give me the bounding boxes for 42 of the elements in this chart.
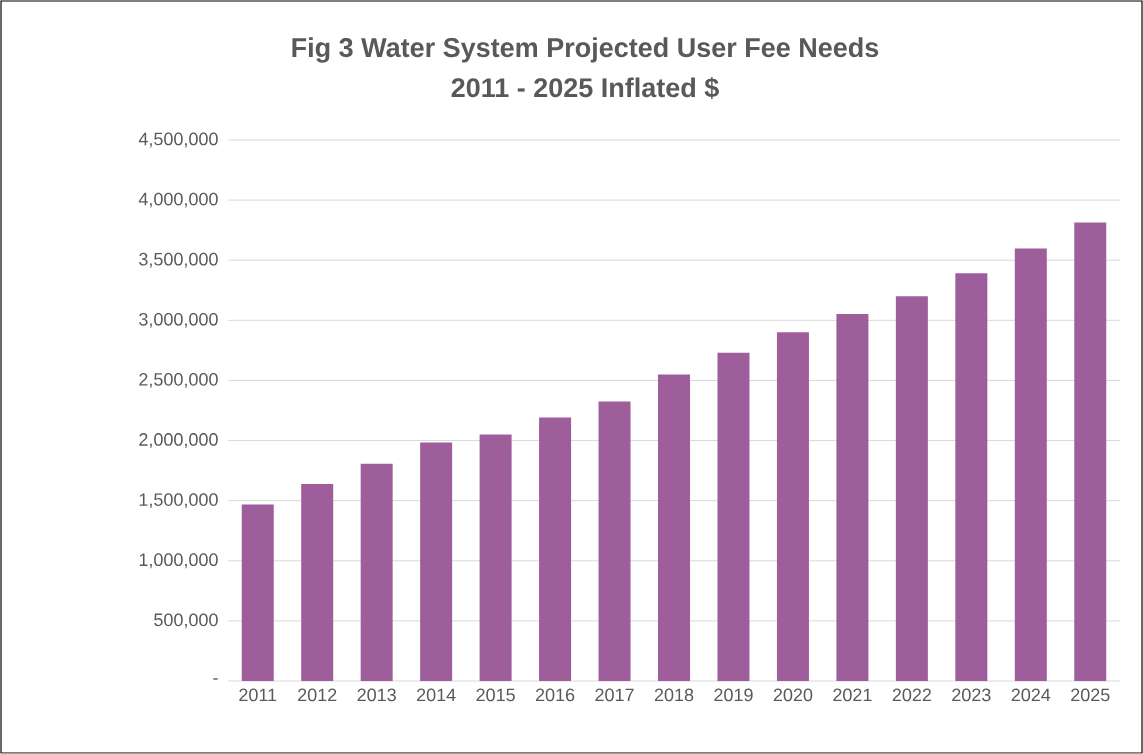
- x-tick-label: 2017: [595, 688, 634, 702]
- x-tick-label: 2021: [833, 688, 872, 702]
- y-tick-label: 2,500,000: [139, 372, 218, 388]
- y-tick-label: 3,000,000: [139, 312, 218, 328]
- bar: [420, 442, 453, 681]
- x-tick-label: 2016: [535, 688, 575, 702]
- x-tick-label: 2022: [892, 688, 931, 702]
- bar: [895, 296, 928, 681]
- bar: [301, 483, 334, 681]
- bar: [479, 434, 512, 681]
- chart-title: Fig 3 Water System Projected User Fee Needs: [292, 37, 879, 63]
- x-tick-label: 2018: [654, 688, 694, 702]
- bar: [1074, 222, 1107, 681]
- x-tick-label: 2012: [298, 688, 337, 702]
- bar: [241, 504, 274, 681]
- x-tick-label: 2014: [417, 688, 456, 702]
- x-tick-label: 2013: [357, 688, 396, 702]
- bar: [1014, 248, 1047, 681]
- chart-subtitle: 2011 - 2025 Inflated $: [451, 76, 719, 100]
- x-tick-label: 2011: [239, 688, 277, 702]
- y-tick-label: 2,000,000: [139, 433, 218, 448]
- y-tick-label: -: [213, 678, 218, 680]
- x-tick-label: 2025: [1071, 688, 1110, 702]
- bar: [360, 463, 393, 681]
- bar: [776, 332, 809, 681]
- y-tick-label: 1,500,000: [139, 493, 218, 509]
- y-tick-label: 4,000,000: [138, 192, 218, 208]
- bar: [658, 374, 691, 681]
- x-tick-label: 2020: [773, 688, 813, 702]
- bar: [955, 273, 988, 681]
- x-tick-label: 2019: [714, 688, 753, 702]
- y-tick-label: 3,500,000: [139, 252, 218, 268]
- bar: [539, 417, 572, 681]
- x-tick-label: 2023: [952, 688, 991, 702]
- y-tick-label: 1,000,000: [139, 553, 218, 569]
- x-tick-label: 2024: [1011, 688, 1051, 702]
- bar: [717, 352, 750, 681]
- bar: [598, 401, 631, 681]
- x-tick-label: 2015: [476, 688, 515, 702]
- y-tick-label: 4,500,000: [138, 132, 218, 148]
- y-tick-label: 500,000: [154, 613, 218, 629]
- bar: [836, 313, 869, 681]
